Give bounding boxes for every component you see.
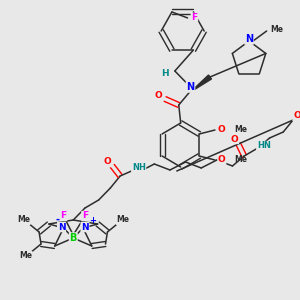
Text: Me: Me xyxy=(271,25,284,34)
Text: -: - xyxy=(56,215,60,225)
Text: Me: Me xyxy=(235,124,248,134)
Text: F: F xyxy=(191,14,197,22)
Text: N: N xyxy=(58,223,65,232)
Text: N: N xyxy=(245,34,253,44)
Text: O: O xyxy=(218,155,226,164)
Text: N: N xyxy=(186,82,194,92)
Text: HN: HN xyxy=(257,142,271,151)
Text: O: O xyxy=(218,125,226,134)
Text: NH: NH xyxy=(132,164,145,172)
Text: O: O xyxy=(293,112,300,121)
Text: H: H xyxy=(161,68,169,77)
Text: F: F xyxy=(82,212,88,220)
Text: N: N xyxy=(81,223,89,232)
Text: Me: Me xyxy=(19,251,32,260)
Text: O: O xyxy=(230,134,238,143)
Text: O: O xyxy=(103,158,111,166)
Text: F: F xyxy=(60,212,67,220)
Text: Me: Me xyxy=(17,215,30,224)
Text: Me: Me xyxy=(235,154,248,164)
Text: Me: Me xyxy=(117,215,130,224)
Text: O: O xyxy=(154,92,162,100)
Text: B: B xyxy=(70,233,77,243)
Text: +: + xyxy=(89,216,96,225)
Polygon shape xyxy=(194,75,211,89)
